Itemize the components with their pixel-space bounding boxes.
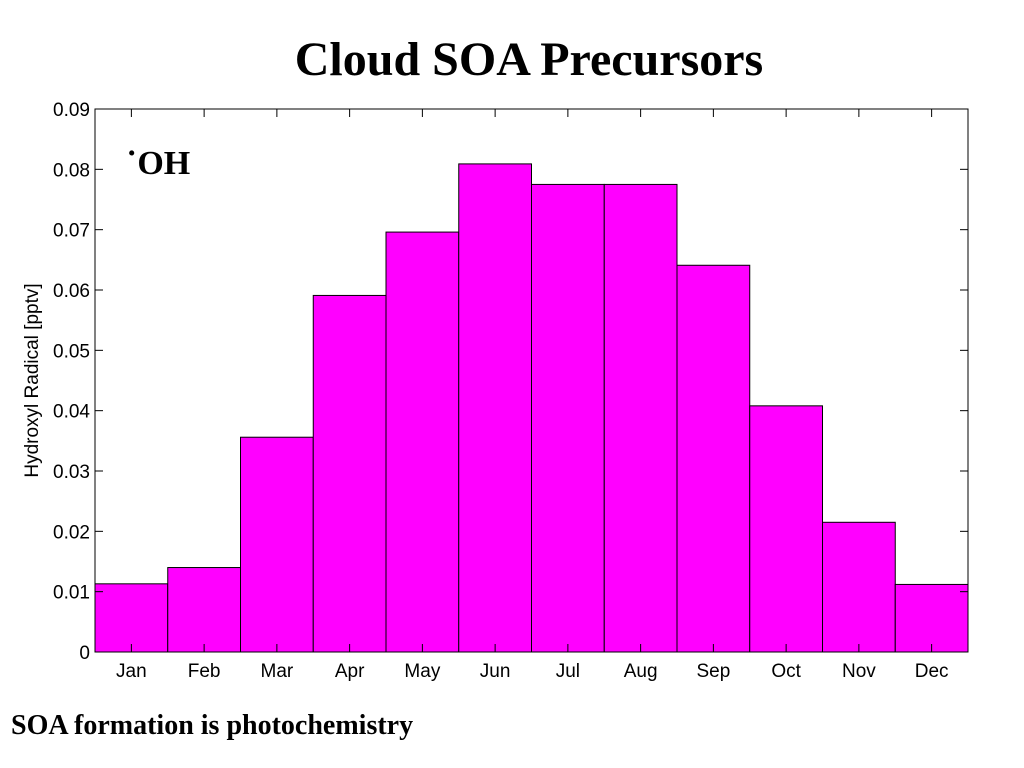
bar-apr [312,294,387,653]
y-tick-label: 0 [79,643,90,664]
bar-mar [240,436,314,653]
y-tick-label: 0.06 [53,281,90,302]
x-tick-label-mar: Mar [261,661,294,682]
x-tick-label-apr: Apr [335,661,365,682]
x-tick-label-jun: Jun [480,661,511,682]
oh-radical-annotation: ˙OH [126,145,190,182]
bars-group [94,163,969,653]
bar-jun [458,163,532,653]
y-tick-label: 0.08 [53,160,90,181]
x-tick-label-dec: Dec [915,661,949,682]
y-tick-label: 0.03 [53,462,90,483]
x-tick-label-feb: Feb [188,661,221,682]
bar-dec [894,583,969,653]
x-tick-label-aug: Aug [624,661,658,682]
plot-frame [94,108,969,653]
x-tick-label-sep: Sep [696,661,730,682]
x-tick-label-jan: Jan [116,661,147,682]
y-tick-label: 0.01 [53,583,90,604]
x-tick-label-nov: Nov [842,661,876,682]
ticks-group [95,108,968,653]
bar-jul [531,183,605,653]
x-tick-label-jul: Jul [556,661,580,682]
bar-aug [603,183,678,653]
x-tick-label-may: May [404,661,440,682]
bar-feb [167,567,241,653]
bar-nov [822,521,896,653]
slide-caption: SOA formation is photochemistry [11,710,414,741]
bar-may [385,231,460,653]
y-tick-label: 0.07 [53,221,90,242]
y-tick-label: 0.09 [53,100,90,121]
bar-jan [94,583,169,653]
y-tick-label: 0.05 [53,341,90,362]
y-tick-label: 0.04 [53,402,90,423]
bar-sep [676,264,751,653]
bar-oct [749,405,823,653]
y-axis-label: Hydroxyl Radical [pptv] [22,283,43,477]
x-tick-label-oct: Oct [771,661,801,682]
tick-labels-group: 0 0.01 0.02 0.03 0.04 0.05 0.06 0.07 0.08 0.09 Jan… [53,100,949,682]
y-tick-label: 0.02 [53,522,90,543]
slide-title: Cloud SOA Precursors [294,33,764,86]
